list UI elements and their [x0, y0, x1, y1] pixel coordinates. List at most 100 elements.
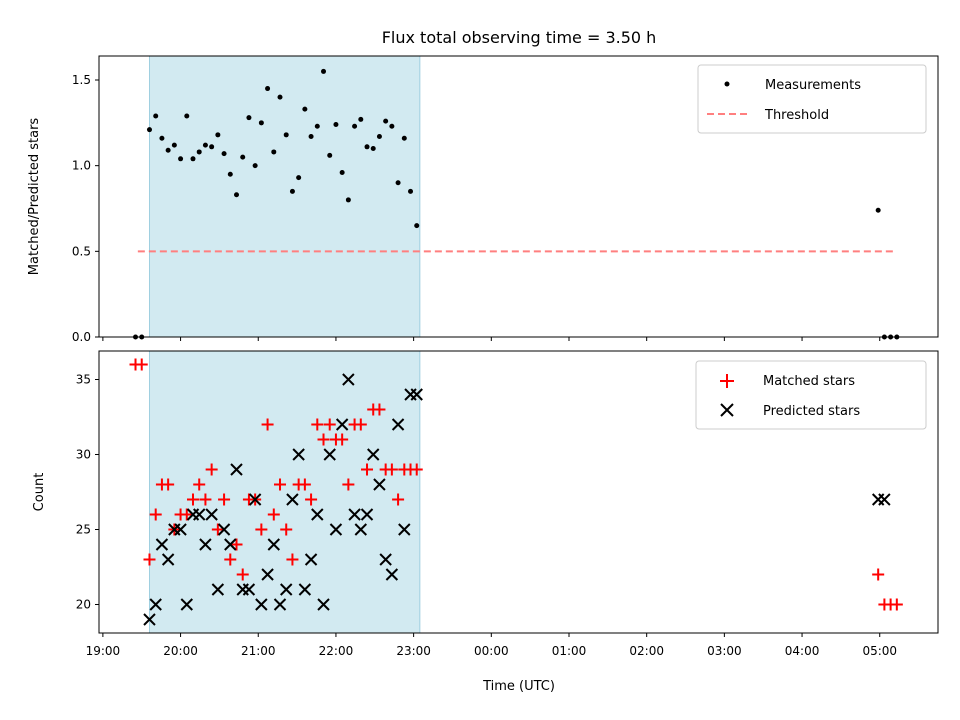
- matched-star-point: [354, 418, 367, 431]
- predicted-star-point: [211, 583, 225, 596]
- xtick-label: 21:00: [241, 644, 276, 658]
- measurement-point: [414, 223, 420, 229]
- predicted-star-point: [286, 493, 299, 506]
- matched-star-point: [193, 478, 206, 491]
- measurement-point: [383, 118, 389, 124]
- bottom-y-axis-label: Count: [32, 473, 47, 512]
- matched-star-point: [323, 418, 336, 431]
- predicted-star-point: [149, 598, 162, 611]
- top-legend: Measurements Threshold: [697, 64, 927, 134]
- measurement-point: [376, 134, 382, 140]
- predicted-star-point: [174, 523, 187, 536]
- measurement-point: [308, 134, 314, 140]
- matched-star-point: [298, 478, 311, 491]
- measurement-point: [146, 127, 152, 133]
- matched-star-point: [230, 538, 243, 551]
- matched-star-point: [361, 463, 374, 476]
- bottom-axes-frame: [98, 350, 939, 634]
- predicted-star-point: [155, 538, 169, 551]
- predicted-star-point: [230, 463, 243, 476]
- top-panel: 0.0 0.5 1.0 1.5 Matched/Predicted stars Mea…: [27, 55, 939, 344]
- predicted-star-point: [367, 448, 380, 461]
- matched-star-point: [317, 433, 330, 446]
- predicted-star-point: [193, 508, 206, 521]
- matched-star-points: [129, 358, 903, 611]
- xtick-label: 05:00: [862, 644, 897, 658]
- xtick-label: 04:00: [785, 644, 820, 658]
- matched-star-point: [186, 493, 199, 506]
- top-ytick-label: 0.5: [72, 244, 91, 258]
- predicted-star-point: [329, 523, 343, 536]
- xtick-label: 00:00: [474, 644, 509, 658]
- predicted-star-point: [248, 493, 262, 506]
- matched-star-point: [267, 508, 280, 521]
- measurement-point: [234, 192, 240, 198]
- measurement-point: [352, 123, 358, 129]
- predicted-star-point: [391, 418, 405, 431]
- measurement-point: [252, 163, 258, 169]
- top-axes-frame: [98, 55, 939, 338]
- predicted-star-point: [280, 583, 293, 596]
- measurement-point: [258, 120, 264, 126]
- legend-predicted-label: Predicted stars: [763, 404, 860, 419]
- bot-ytick-label: 30: [76, 448, 91, 462]
- measurement-point: [196, 149, 202, 155]
- predicted-star-point: [205, 508, 218, 521]
- matched-star-point: [385, 463, 398, 476]
- matched-star-point: [211, 523, 224, 536]
- top-ytick-label: 1.0: [72, 159, 91, 173]
- bot-ytick-label: 35: [76, 373, 91, 387]
- measurement-point: [289, 188, 295, 194]
- matched-star-point: [342, 478, 355, 491]
- measurement-point: [302, 106, 308, 112]
- predicted-star-point: [255, 598, 268, 611]
- measurement-point: [345, 197, 351, 203]
- predicted-star-point: [261, 568, 274, 581]
- xtick-label: 23:00: [396, 644, 431, 658]
- matched-star-point: [410, 463, 423, 476]
- predicted-star-point: [323, 448, 336, 461]
- predicted-star-point: [311, 508, 324, 521]
- measurement-point: [389, 123, 395, 129]
- predicted-star-point: [273, 598, 287, 611]
- matched-star-point: [135, 358, 148, 371]
- measurement-point: [321, 68, 327, 74]
- matched-star-point: [261, 418, 274, 431]
- predicted-star-point: [224, 538, 237, 551]
- measurement-point: [190, 156, 196, 162]
- predicted-star-point: [410, 388, 423, 401]
- predicted-star-point: [335, 418, 349, 431]
- measurement-point: [314, 123, 320, 129]
- predicted-star-point: [354, 523, 368, 536]
- measurement-point: [875, 207, 881, 213]
- measurement-point: [339, 170, 345, 176]
- bottom-panel: 20 25 30 35 19:00 20:00 21:00 22:00 23:00 00:00 0…: [32, 350, 939, 694]
- predicted-star-point: [143, 613, 156, 626]
- legend-measurement-marker: [724, 81, 730, 87]
- predicted-star-point: [360, 508, 374, 521]
- measurement-point: [153, 113, 159, 119]
- predicted-star-point: [298, 583, 312, 596]
- matched-star-point: [274, 478, 287, 491]
- predicted-star-point: [871, 493, 885, 506]
- matched-star-point: [218, 493, 231, 506]
- measurement-point: [202, 142, 208, 148]
- predicted-star-point: [348, 508, 361, 521]
- xtick-label: 03:00: [707, 644, 742, 658]
- measurement-point: [358, 116, 364, 122]
- matched-star-point: [373, 403, 386, 416]
- matched-star-point: [162, 478, 175, 491]
- chart-title: Flux total observing time = 3.50 h: [382, 28, 657, 47]
- measurement-point: [408, 188, 414, 194]
- predicted-star-point: [304, 553, 318, 566]
- predicted-star-point: [267, 538, 280, 551]
- matched-star-point: [305, 493, 318, 506]
- measurement-point: [178, 156, 184, 162]
- matched-star-point: [890, 598, 903, 611]
- predicted-star-point: [199, 538, 212, 551]
- measurement-point: [265, 86, 271, 92]
- bottom-legend: Matched stars Predicted stars: [695, 360, 927, 430]
- top-ytick-label: 0.0: [72, 330, 91, 344]
- matched-star-point: [224, 553, 237, 566]
